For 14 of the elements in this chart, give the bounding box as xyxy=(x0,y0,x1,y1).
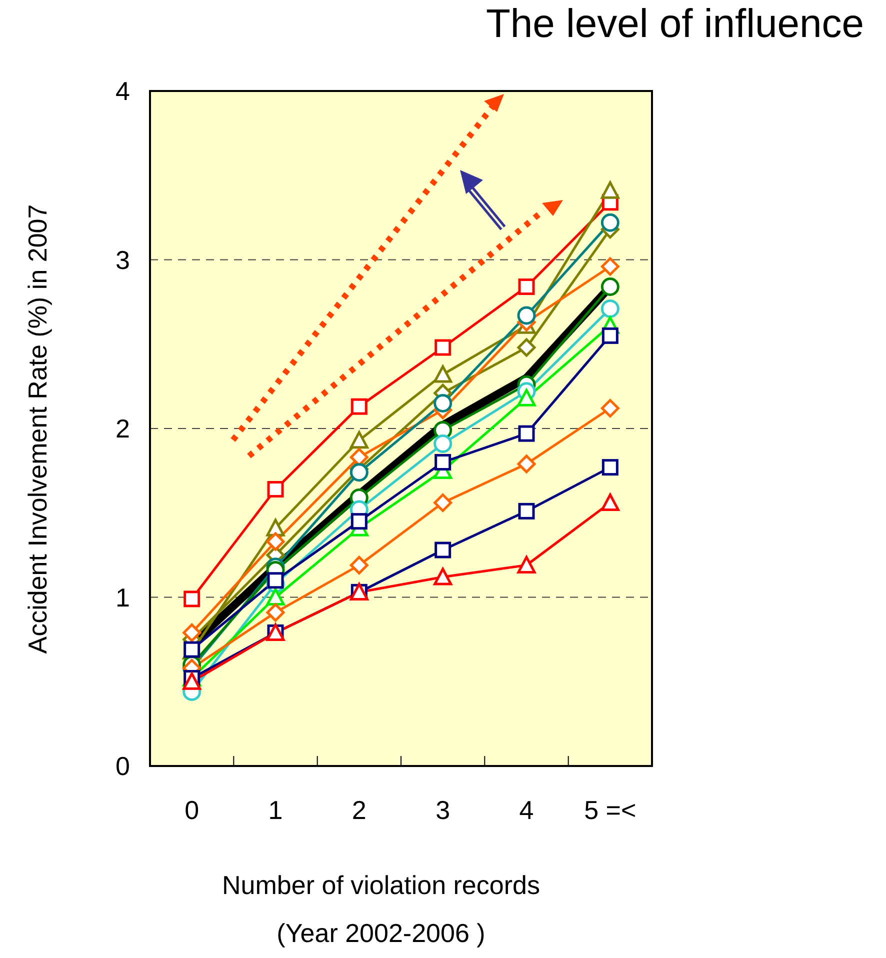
y-tick-label: 4 xyxy=(116,76,130,106)
x-tick-label: 1 xyxy=(268,795,283,825)
x-tick-label: 5 =< xyxy=(584,795,636,825)
y-tick-label: 0 xyxy=(116,751,130,782)
x-tick-label: 3 xyxy=(436,795,450,825)
y-tick-label: 3 xyxy=(116,244,130,275)
x-tick-label: 2 xyxy=(352,795,366,825)
chart-title: The level of influence xyxy=(486,2,864,47)
x-tick-label: 4 xyxy=(519,795,534,825)
x-tick-label: 0 xyxy=(184,795,200,825)
y-axis-title: Accident Involvement Rate (%) in 2007 xyxy=(22,204,54,654)
y-tick-label: 2 xyxy=(116,414,130,444)
y-tick-label: 1 xyxy=(116,582,130,612)
x-axis-title: Number of violation records (Year 2002-2006 ) xyxy=(221,870,541,949)
